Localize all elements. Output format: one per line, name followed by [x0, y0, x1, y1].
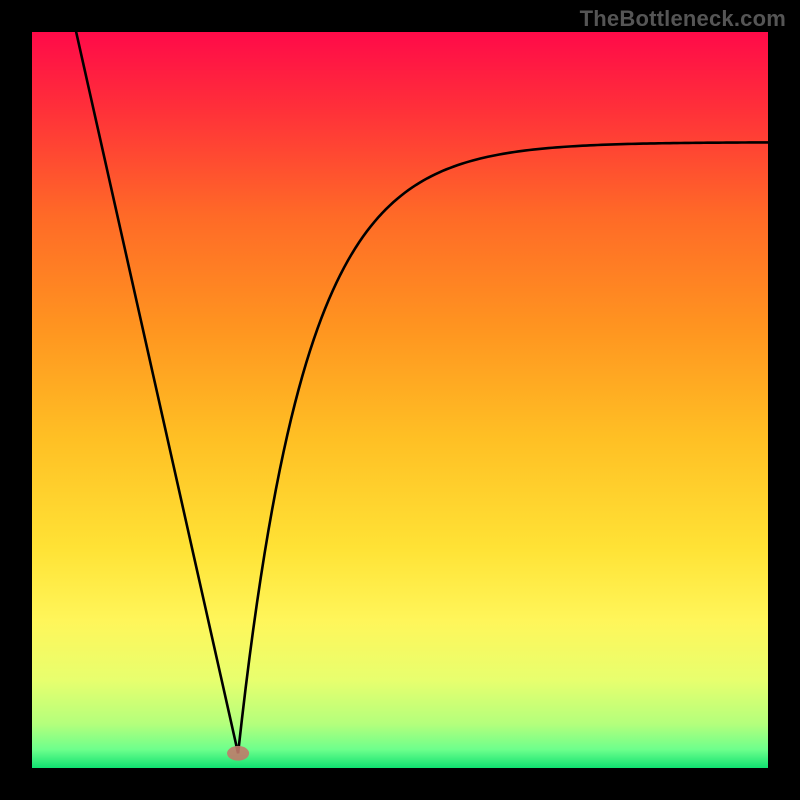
- plot-area: [32, 32, 768, 768]
- watermark-text: TheBottleneck.com: [580, 6, 786, 32]
- minimum-marker: [227, 746, 249, 761]
- chart-svg: [32, 32, 768, 768]
- chart-container: { "watermark": { "text": "TheBottleneck.…: [0, 0, 800, 800]
